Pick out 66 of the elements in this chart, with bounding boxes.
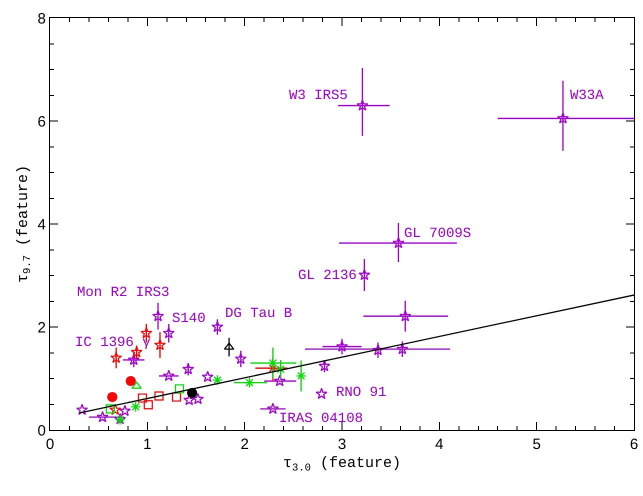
point <box>234 352 247 364</box>
y-tick-label: 0 <box>38 422 46 440</box>
point <box>267 362 278 374</box>
point <box>356 99 368 111</box>
point <box>316 388 328 400</box>
point <box>162 326 175 338</box>
point <box>152 310 164 322</box>
point <box>76 404 88 416</box>
point <box>110 352 122 364</box>
point <box>174 384 184 394</box>
point <box>275 364 286 375</box>
x-tick-label: 4 <box>435 436 444 454</box>
point <box>126 376 136 386</box>
x-tick-label: 5 <box>532 436 541 454</box>
y-tick-label: 8 <box>38 10 46 28</box>
x-tick-label: 2 <box>240 436 249 454</box>
point <box>557 112 569 124</box>
point <box>274 374 286 386</box>
annotation: W33A <box>570 88 604 104</box>
annotation: IC 1396 γ <box>75 335 151 351</box>
point <box>106 404 115 414</box>
point <box>212 374 223 386</box>
annotation: IRAS 04108 <box>279 411 364 427</box>
annotation: GL 7009S <box>404 226 472 242</box>
y-tick-label: 4 <box>38 216 46 234</box>
point <box>358 268 370 280</box>
x-tick-label: 6 <box>630 436 638 454</box>
point <box>130 401 142 412</box>
point <box>192 392 204 404</box>
x-tick-label: 1 <box>143 436 152 454</box>
point <box>144 400 153 410</box>
point <box>224 342 234 350</box>
point <box>154 391 164 401</box>
annotation: DG Tau B <box>225 306 292 322</box>
point <box>336 340 348 352</box>
point <box>267 358 278 368</box>
point <box>266 402 279 414</box>
point <box>140 326 152 338</box>
point <box>318 360 330 372</box>
point <box>392 236 404 248</box>
y-tick-label: 6 <box>38 113 46 130</box>
point <box>109 404 122 416</box>
point <box>296 370 307 382</box>
point <box>372 344 384 356</box>
point <box>107 392 118 402</box>
point <box>138 393 148 403</box>
point <box>96 410 108 422</box>
x-axis-title: τ$_{3.0}$ (feature) <box>283 455 401 474</box>
x-tick-label: 3 <box>338 436 346 454</box>
point <box>182 363 194 374</box>
point <box>130 346 143 358</box>
point <box>154 338 166 350</box>
annotation: Mon R2 IRS3 <box>77 285 170 301</box>
point <box>128 354 140 366</box>
point <box>211 320 224 332</box>
annotation: GL 2136 <box>298 268 357 284</box>
annotation: W3 IRS5 <box>289 88 348 104</box>
point <box>244 377 255 388</box>
point <box>399 310 412 322</box>
annotation: S140 <box>172 311 206 327</box>
point <box>396 342 408 354</box>
point <box>162 370 175 382</box>
point <box>202 370 214 382</box>
y-tick-label: 2 <box>38 319 46 336</box>
point <box>119 404 131 416</box>
annotation: RNO 91 <box>336 385 386 401</box>
